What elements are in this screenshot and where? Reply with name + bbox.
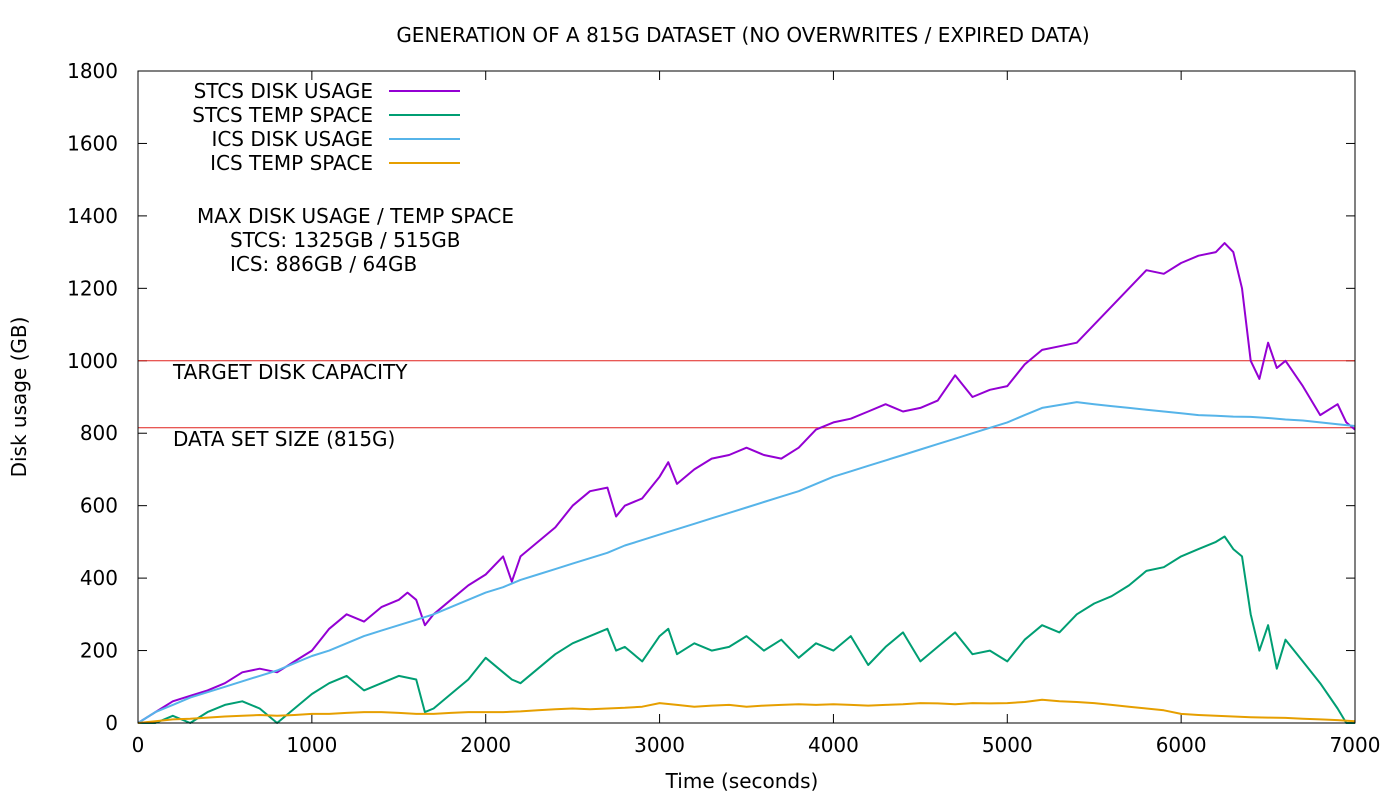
legend-label-ics-temp: ICS TEMP SPACE bbox=[210, 151, 373, 175]
series-group bbox=[137, 242, 1356, 724]
y-tick-label: 1400 bbox=[67, 204, 118, 228]
reference-label-dataset: DATA SET SIZE (815G) bbox=[173, 427, 395, 451]
annotation-line-3: ICS: 886GB / 64GB bbox=[230, 252, 417, 276]
annotation-line-2: STCS: 1325GB / 515GB bbox=[230, 228, 460, 252]
legend-label-stcs-temp: STCS TEMP SPACE bbox=[192, 103, 373, 127]
x-tick-label: 7000 bbox=[1330, 733, 1381, 757]
y-tick-label: 1000 bbox=[67, 349, 118, 373]
x-tick-label: 4000 bbox=[808, 733, 859, 757]
axis-ticks: 0 200 400 600 800 1000 1200 1400 1600 1800 0 1000 20… bbox=[67, 59, 1380, 757]
y-tick-label: 600 bbox=[80, 494, 118, 518]
y-tick-label: 1800 bbox=[67, 59, 118, 83]
x-tick-label: 5000 bbox=[982, 733, 1033, 757]
x-axis-label: Time (seconds) bbox=[665, 769, 819, 793]
x-tick-label: 0 bbox=[132, 733, 145, 757]
ics-disk-usage-line bbox=[137, 401, 1356, 724]
x-tick-label: 2000 bbox=[460, 733, 511, 757]
stcs-disk-usage-line bbox=[137, 242, 1356, 724]
ics-temp-space-line bbox=[137, 698, 1356, 724]
y-tick-label: 400 bbox=[80, 566, 118, 590]
x-tick-label: 1000 bbox=[286, 733, 337, 757]
legend: STCS DISK USAGE STCS TEMP SPACE ICS DISK… bbox=[192, 79, 460, 175]
legend-label-stcs-disk: STCS DISK USAGE bbox=[194, 79, 373, 103]
chart-title: GENERATION OF A 815G DATASET (NO OVERWRI… bbox=[396, 23, 1089, 47]
stcs-temp-space-line bbox=[138, 535, 1355, 724]
legend-label-ics-disk: ICS DISK USAGE bbox=[211, 127, 373, 151]
y-tick-label: 200 bbox=[80, 639, 118, 663]
reference-label-target: TARGET DISK CAPACITY bbox=[172, 360, 408, 384]
x-tick-label: 3000 bbox=[634, 733, 685, 757]
y-tick-label: 0 bbox=[105, 711, 118, 735]
reference-lines bbox=[138, 360, 1355, 429]
annotation-line-1: MAX DISK USAGE / TEMP SPACE bbox=[197, 204, 514, 228]
y-tick-label: 1200 bbox=[67, 276, 118, 300]
plot-frame bbox=[137, 70, 1356, 724]
y-tick-label: 800 bbox=[80, 421, 118, 445]
y-axis-label: Disk usage (GB) bbox=[7, 317, 31, 478]
x-tick-label: 6000 bbox=[1156, 733, 1207, 757]
y-tick-label: 1600 bbox=[67, 131, 118, 155]
